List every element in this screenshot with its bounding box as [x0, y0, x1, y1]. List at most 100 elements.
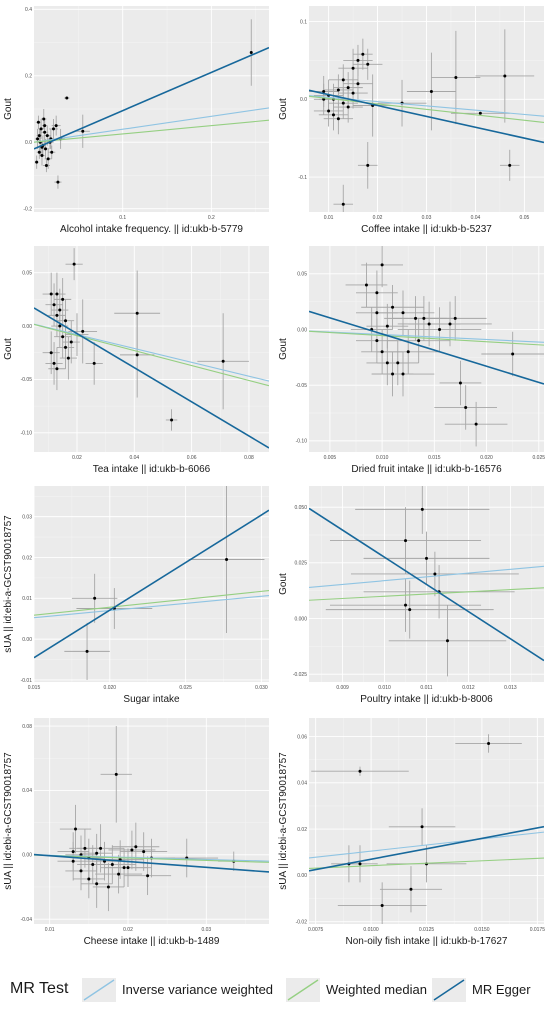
y-tick-label: -0.05 [296, 383, 308, 389]
y-axis-title: sUA || id:ebi-a-GCST90018757 [278, 752, 289, 890]
data-point [225, 558, 229, 561]
data-point [56, 180, 60, 184]
egger-regression-line [309, 89, 544, 144]
data-point [417, 339, 421, 343]
data-point [64, 319, 68, 323]
data-point [44, 163, 48, 167]
panel-alcohol: 0.1 0.2 -0.2 0.0 0.2 0.4 Alcohol intake freque… [0, 0, 275, 240]
data-point [106, 885, 110, 889]
data-point [146, 874, 150, 878]
data-point [37, 150, 41, 154]
data-point [375, 311, 379, 315]
data-point [52, 303, 56, 307]
y-tick-label: -0.10 [21, 431, 33, 437]
data-point [464, 405, 468, 409]
scatter-plot-non-oily-fish: 0.0075 0.0100 0.0125 0.0150 0.0175 -0.02 0.00 0… [278, 718, 546, 947]
grid-major [34, 718, 269, 924]
x-tick-label: 0.06 [187, 455, 197, 461]
ivw-regression-line [309, 831, 544, 859]
data-point [61, 335, 65, 339]
data-point [71, 850, 75, 854]
data-point [52, 361, 56, 365]
wm-regression-line [309, 857, 544, 869]
ivw-regression-line [309, 565, 544, 589]
x-tick-label: 0.0125 [419, 927, 435, 933]
data-point [95, 851, 99, 855]
x-axis-title: Non-oily fish intake || id:ukb-b-17627 [346, 936, 508, 947]
y-tick-label: 0.000 [294, 616, 307, 622]
x-tick-label: 0.010 [376, 455, 389, 461]
x-tick-label: 0.015 [428, 455, 441, 461]
scatter-plot-alcohol: 0.1 0.2 -0.2 0.0 0.2 0.4 Alcohol intake freque… [3, 6, 269, 235]
x-tick-label: 0.011 [420, 685, 432, 691]
y-tick-label: 0.0 [300, 97, 307, 103]
legend-item-ivw: Inverse variance weighted [82, 970, 273, 1009]
grid-minor [34, 486, 269, 682]
data-point [341, 78, 345, 82]
data-point [453, 316, 457, 320]
data-layer [34, 486, 269, 680]
y-axis-title: Gout [3, 338, 14, 360]
y-axis-title: Gout [3, 98, 14, 120]
data-point [341, 202, 345, 206]
x-tick-label: 0.03 [201, 927, 211, 933]
data-point [409, 887, 413, 891]
data-point [50, 150, 54, 154]
data-point [433, 572, 437, 576]
x-tick-label: 0.0150 [474, 927, 490, 933]
x-axis-title: Coffee intake || id:ukb-b-5237 [361, 224, 492, 235]
data-point [36, 137, 40, 141]
data-point [43, 124, 47, 128]
x-tick-label: 0.0175 [530, 927, 546, 933]
y-tick-label: 0.2 [25, 74, 32, 80]
data-point [380, 903, 384, 907]
y-tick-label: 0.02 [297, 827, 307, 833]
data-point [511, 352, 515, 356]
x-tick-label: 0.2 [208, 215, 215, 221]
egger-regression-line [309, 825, 544, 872]
data-point [401, 311, 405, 315]
data-point [249, 51, 253, 55]
data-point [429, 90, 433, 94]
y-tick-label: 0.0 [25, 140, 32, 146]
grid-minor [34, 6, 269, 212]
data-point [87, 877, 91, 881]
plot-background [34, 246, 269, 452]
data-point [401, 372, 405, 376]
x-tick-label: 0.04 [471, 215, 481, 221]
x-axis-title: Poultry intake || id:ukb-b-8006 [360, 694, 493, 705]
y-axis-title: Gout [278, 98, 289, 120]
x-tick-label: 0.012 [462, 685, 475, 691]
x-tick-label: 0.030 [255, 685, 268, 691]
data-point [385, 361, 389, 365]
data-point [36, 120, 40, 124]
y-tick-label: -0.04 [21, 917, 33, 923]
legend: MR Test Inverse variance weighted Weight… [0, 970, 550, 1009]
ivw-regression-line [34, 323, 269, 382]
data-layer [34, 19, 269, 189]
panel-tea: 0.02 0.04 0.06 0.08 -0.10 -0.05 0.00 0.05 Tea in… [0, 240, 275, 480]
y-tick-label: 0.05 [22, 270, 32, 276]
data-point [49, 351, 53, 355]
data-point [351, 91, 355, 95]
data-point [336, 88, 340, 92]
egger-regression-line [34, 307, 269, 449]
wm-regression-line [34, 119, 269, 143]
data-point [474, 422, 478, 426]
y-axis-title: Gout [278, 573, 289, 595]
data-point [366, 62, 370, 66]
data-point [336, 117, 340, 121]
data-point [91, 862, 95, 866]
legend-label-egger: MR Egger [472, 982, 531, 997]
y-axis-title: sUA || id:ebi-a-GCST90018757 [3, 515, 14, 653]
panel-coffee: 0.01 0.02 0.03 0.04 0.05 -0.1 0.0 0.1 Coffee int… [275, 0, 550, 240]
data-point [69, 340, 73, 344]
data-point [142, 850, 146, 854]
x-tick-label: 0.04 [129, 455, 139, 461]
data-point [110, 862, 114, 866]
data-point [83, 846, 87, 850]
wm-regression-line [309, 587, 544, 601]
data-point [39, 127, 43, 131]
data-point [380, 263, 384, 267]
x-tick-label: 0.01 [324, 215, 334, 221]
